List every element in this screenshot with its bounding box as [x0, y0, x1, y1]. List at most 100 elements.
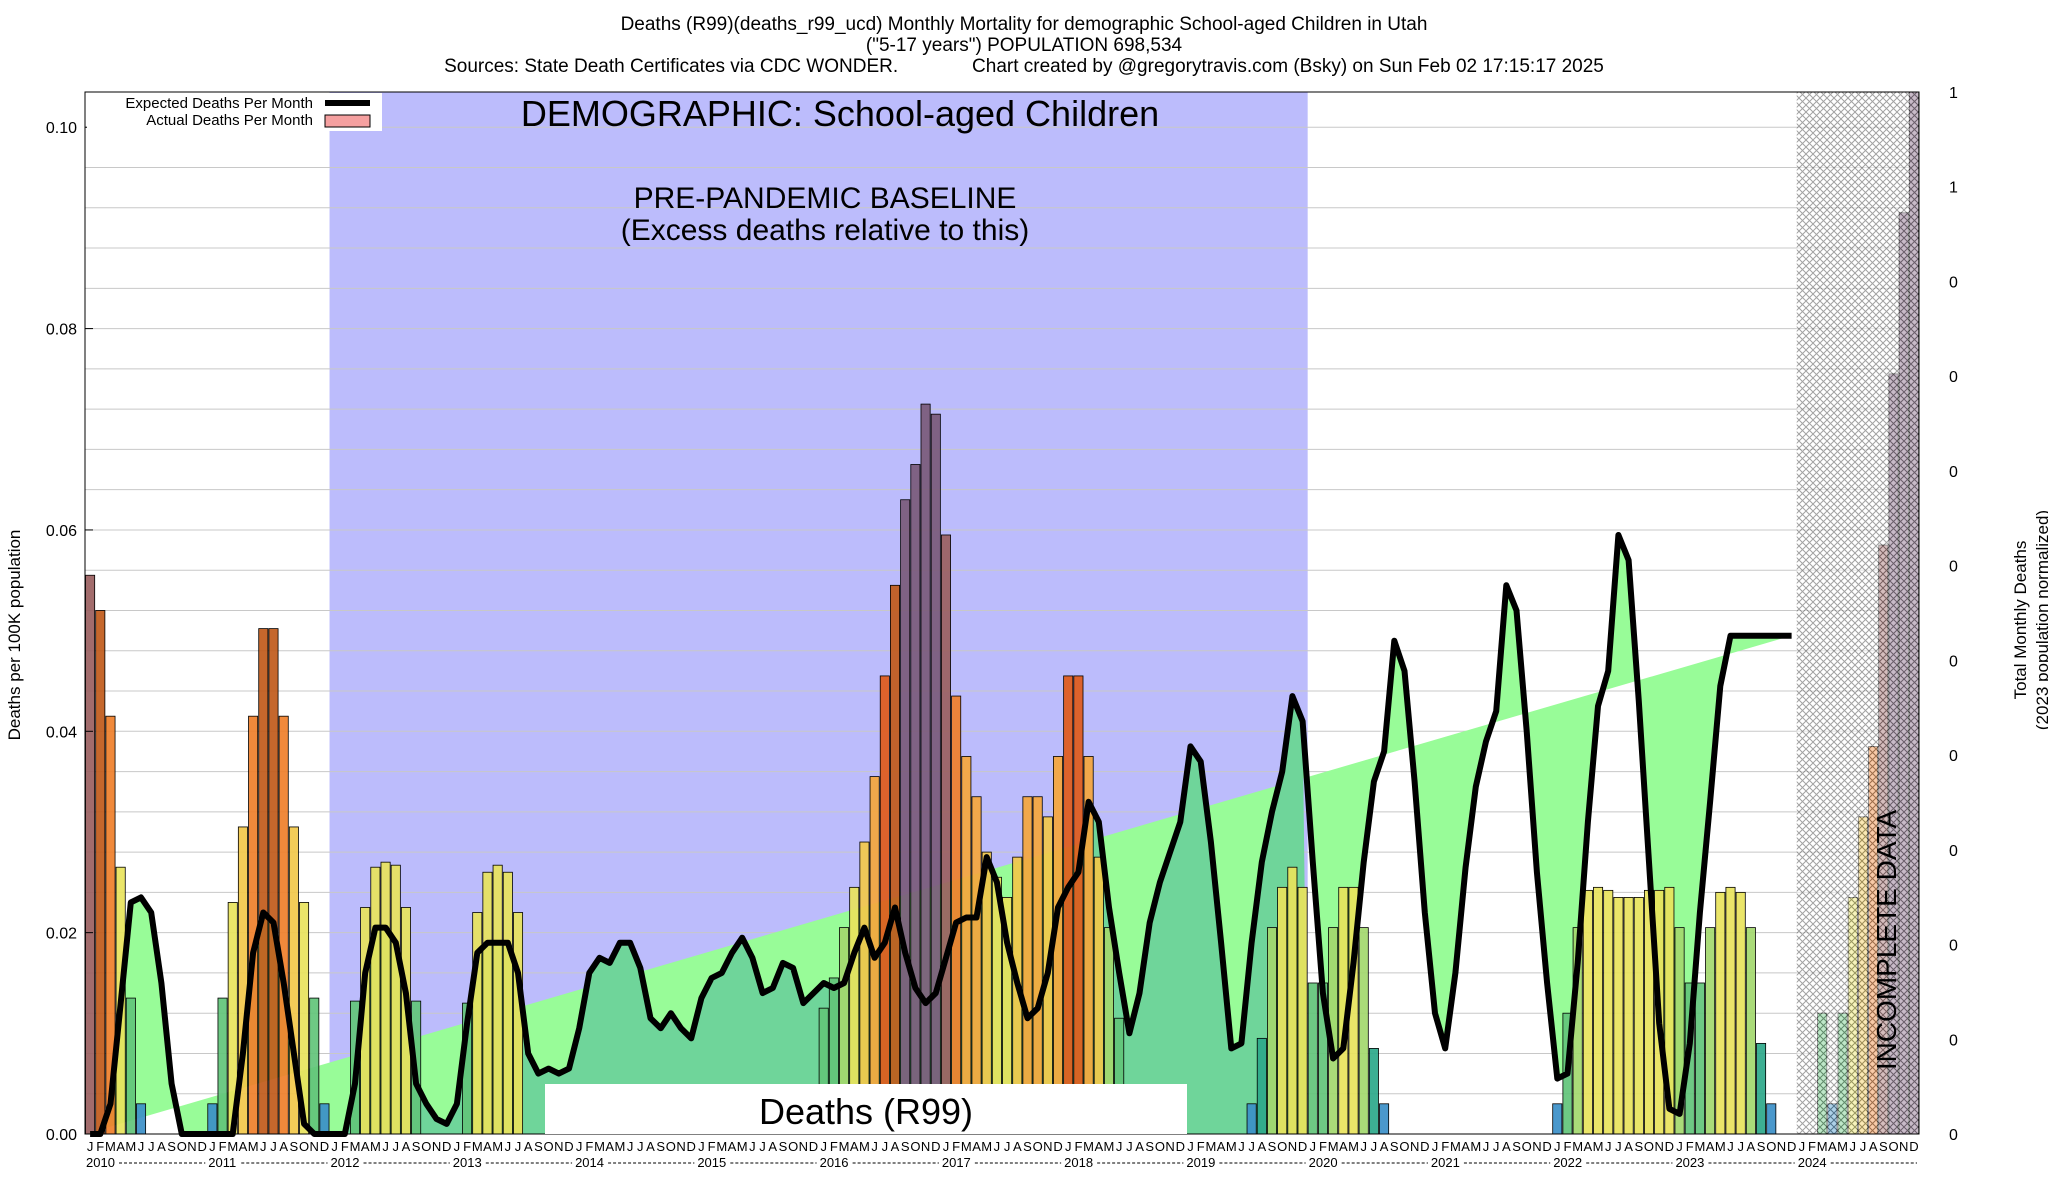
x-month-label: F — [708, 1139, 716, 1154]
bar — [1277, 886, 1288, 1135]
bar — [1633, 897, 1644, 1135]
x-year-label: 2021 — [1431, 1155, 1460, 1170]
bar — [1368, 1048, 1379, 1135]
x-month-label: A — [646, 1139, 655, 1154]
x-month-label: A — [1624, 1139, 1633, 1154]
bar — [1358, 927, 1369, 1135]
x-month-label: J — [454, 1139, 461, 1154]
x-month-label: A — [972, 1139, 981, 1154]
x-month-label: A — [1257, 1139, 1266, 1154]
x-year-label: 2022 — [1553, 1155, 1582, 1170]
bar — [207, 1103, 218, 1135]
y2-tick-label: 0 — [1949, 938, 1958, 955]
bar — [248, 715, 259, 1135]
y2-tick-label: 0 — [1949, 369, 1958, 386]
bar — [95, 610, 106, 1135]
x-month-label: F — [341, 1139, 349, 1154]
x-month-label: S — [779, 1139, 788, 1154]
x-month-label: M — [1328, 1139, 1339, 1154]
x-month-label: N — [187, 1139, 196, 1154]
x-month-label: A — [1461, 1139, 1470, 1154]
x-month-label: A — [1339, 1139, 1348, 1154]
x-month-label: S — [1634, 1139, 1643, 1154]
x-month-label: J — [382, 1139, 389, 1154]
x-month-label: D — [197, 1139, 206, 1154]
x-month-label: F — [96, 1139, 104, 1154]
x-month-label: A — [891, 1139, 900, 1154]
bar — [1603, 889, 1614, 1135]
x-month-label: J — [505, 1139, 512, 1154]
bar — [268, 628, 279, 1135]
x-month-label: J — [1238, 1139, 1245, 1154]
x-month-label: F — [1564, 1139, 1572, 1154]
bar — [1287, 866, 1298, 1135]
x-month-label: O — [544, 1139, 554, 1154]
x-month-label: M — [1593, 1139, 1604, 1154]
bar — [1745, 927, 1756, 1135]
y2-tick-label: 1 — [1949, 85, 1958, 102]
x-month-label: M — [1348, 1139, 1359, 1154]
bar — [1766, 1103, 1777, 1135]
x-month-label: S — [1512, 1139, 1521, 1154]
x-month-label: M — [716, 1139, 727, 1154]
x-month-label: N — [799, 1139, 808, 1154]
x-year-label: 2013 — [453, 1155, 482, 1170]
incomplete-region — [1796, 92, 1919, 1134]
x-month-label: S — [167, 1139, 176, 1154]
x-month-label: J — [209, 1139, 216, 1154]
x-month-label: J — [1676, 1139, 1683, 1154]
x-month-label: A — [361, 1139, 370, 1154]
bar — [900, 499, 911, 1135]
x-year-label: 2015 — [697, 1155, 726, 1170]
x-month-label: O — [421, 1139, 431, 1154]
x-month-label: J — [1360, 1139, 1367, 1154]
x-month-label: M — [1715, 1139, 1726, 1154]
legend-actual-label: Actual Deaths Per Month — [146, 112, 313, 129]
bar — [492, 864, 503, 1135]
x-month-label: J — [698, 1139, 705, 1154]
x-month-label: J — [138, 1139, 145, 1154]
x-month-label: F — [1808, 1139, 1816, 1154]
x-month-label: N — [1165, 1139, 1174, 1154]
bar — [1613, 897, 1624, 1135]
bar — [879, 675, 890, 1135]
x-month-label: D — [1665, 1139, 1674, 1154]
cause-box — [545, 1084, 1187, 1134]
x-year-label: 2020 — [1309, 1155, 1338, 1170]
bar — [910, 464, 921, 1135]
x-month-label: O — [910, 1139, 920, 1154]
x-month-label: A — [239, 1139, 248, 1154]
y2-axis-label-line2: (2023 population normalized) — [2033, 509, 2048, 731]
x-month-label: J — [1187, 1139, 1194, 1154]
x-month-label: D — [1909, 1139, 1918, 1154]
bar — [1022, 796, 1033, 1135]
bar — [1756, 1042, 1767, 1135]
x-month-label: M — [1083, 1139, 1094, 1154]
x-month-label: M — [594, 1139, 605, 1154]
x-month-label: A — [728, 1139, 737, 1154]
x-month-label: F — [1074, 1139, 1082, 1154]
x-month-label: M — [981, 1139, 992, 1154]
bar — [1032, 796, 1043, 1135]
x-month-label: M — [1695, 1139, 1706, 1154]
x-month-label: J — [1554, 1139, 1561, 1154]
y2-axis-label-line1: Total Monthly Deaths — [2011, 540, 2030, 700]
x-month-label: F — [463, 1139, 471, 1154]
x-month-label: J — [1432, 1139, 1439, 1154]
x-month-label: M — [1450, 1139, 1461, 1154]
bar — [1073, 675, 1084, 1135]
x-month-label: N — [921, 1139, 930, 1154]
x-month-label: N — [1532, 1139, 1541, 1154]
x-month-label: O — [1399, 1139, 1409, 1154]
bar — [1593, 886, 1604, 1135]
x-month-label: D — [809, 1139, 818, 1154]
bar — [1379, 1103, 1390, 1135]
x-month-label: F — [1197, 1139, 1205, 1154]
x-month-label: O — [299, 1139, 309, 1154]
y2-tick-label: 1 — [1949, 180, 1958, 197]
x-month-label: A — [1747, 1139, 1756, 1154]
x-month-label: M — [1572, 1139, 1583, 1154]
bar — [1715, 891, 1726, 1135]
bar — [319, 1103, 330, 1135]
x-month-label: M — [737, 1139, 748, 1154]
